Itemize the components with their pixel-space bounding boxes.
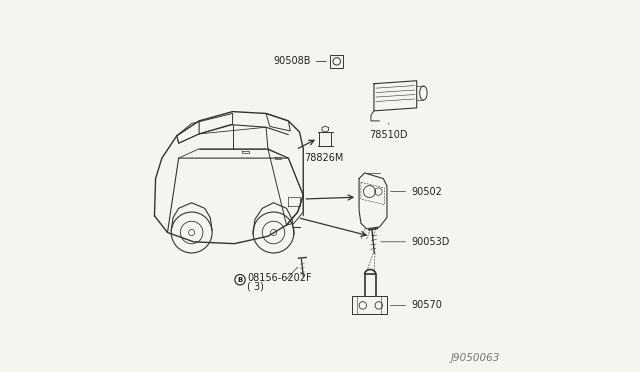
Text: ( 3): ( 3) — [248, 282, 264, 291]
Text: J9050063: J9050063 — [451, 353, 500, 363]
Bar — [330, 55, 344, 68]
Text: 90502: 90502 — [390, 187, 442, 196]
Text: 90570: 90570 — [390, 301, 442, 310]
Text: B: B — [237, 277, 243, 283]
Text: 78826M: 78826M — [304, 153, 344, 163]
Text: 90053D: 90053D — [381, 237, 449, 247]
Text: 90508B: 90508B — [273, 57, 326, 66]
Text: 78510D: 78510D — [369, 123, 408, 140]
Text: 08156-6202F: 08156-6202F — [248, 273, 312, 282]
